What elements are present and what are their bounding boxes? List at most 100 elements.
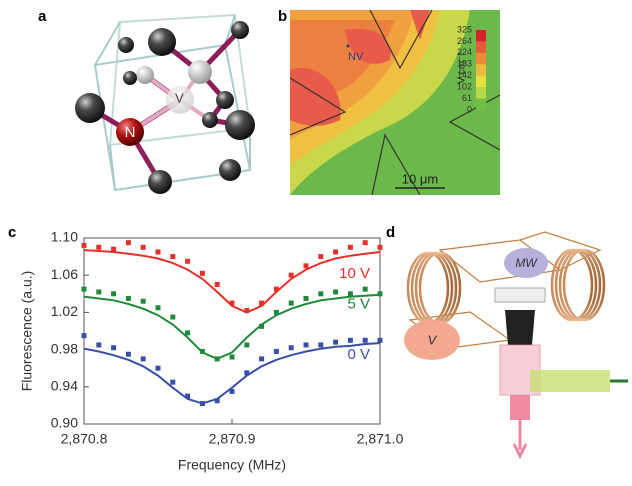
data-point xyxy=(170,380,175,385)
data-point xyxy=(185,330,190,335)
data-point xyxy=(156,305,161,310)
panel-a: a V N xyxy=(38,8,255,194)
data-point xyxy=(333,289,338,294)
panel-c: c Frequency (MHz) Fluorescence (a.u.) 0.… xyxy=(8,224,404,473)
colorbar-level: 142 xyxy=(457,70,472,80)
colorbar-level: 264 xyxy=(457,36,472,46)
data-point xyxy=(363,287,368,292)
data-point xyxy=(111,345,116,350)
data-point xyxy=(200,271,205,276)
y-tick-label: 0.98 xyxy=(51,340,78,356)
data-point xyxy=(82,243,87,248)
data-point xyxy=(289,301,294,306)
data-point xyxy=(111,247,116,252)
x-tick-label: 2,871.0 xyxy=(357,431,404,447)
panel-label: d xyxy=(386,224,395,241)
annotation: NV xyxy=(348,51,364,63)
data-point xyxy=(200,349,205,354)
data-point xyxy=(378,245,383,250)
colorbar: 325 264224 183142 102610 xyxy=(457,24,486,114)
x-tick-label: 2,870.9 xyxy=(209,431,256,447)
colorbar-level: 0 xyxy=(467,104,472,114)
data-point xyxy=(333,249,338,254)
data-point xyxy=(230,301,235,306)
series-label: 10 V xyxy=(339,265,370,282)
colorbar-level: 183 xyxy=(457,59,472,69)
panel-label: a xyxy=(38,8,47,25)
data-point xyxy=(200,401,205,406)
data-point xyxy=(274,287,279,292)
laser-beam xyxy=(530,370,610,392)
y-tick-label: 0.94 xyxy=(51,378,78,394)
data-point xyxy=(156,249,161,254)
plot-frame xyxy=(84,238,380,424)
data-point xyxy=(141,356,146,361)
data-point xyxy=(244,308,249,313)
series-label: 5 V xyxy=(347,296,370,313)
sample xyxy=(495,288,545,302)
data-point xyxy=(170,254,175,259)
colorbar-swatch xyxy=(476,64,486,75)
device-label: MW xyxy=(515,256,538,270)
colorbar-swatch xyxy=(476,76,486,87)
y-tick-label: 1.10 xyxy=(51,229,78,245)
data-point xyxy=(363,338,368,343)
data-point xyxy=(274,310,279,315)
x-axis-label: Frequency (MHz) xyxy=(178,457,286,473)
y-axis-label: Fluorescence (a.u.) xyxy=(19,271,35,392)
y-tick-label: 1.06 xyxy=(51,266,78,282)
data-point xyxy=(333,340,338,345)
data-point xyxy=(348,338,353,343)
colorbar-level: 61 xyxy=(462,93,472,103)
data-point xyxy=(126,352,131,357)
atom-label: N xyxy=(125,124,136,141)
device-label: V xyxy=(428,332,438,347)
data-point xyxy=(230,355,235,360)
data-point xyxy=(244,370,249,375)
data-point xyxy=(185,259,190,264)
colorbar-level: 224 xyxy=(457,47,472,57)
colorbar-swatch xyxy=(476,87,486,98)
nv-marker xyxy=(347,45,350,48)
panel-label: b xyxy=(278,8,287,25)
data-point xyxy=(378,291,383,296)
detector-path xyxy=(510,395,530,420)
data-point xyxy=(96,289,101,294)
data-point xyxy=(274,349,279,354)
colorbar-swatch xyxy=(476,41,486,52)
data-point xyxy=(126,296,131,301)
data-point xyxy=(378,338,383,343)
data-point xyxy=(318,291,323,296)
objective xyxy=(505,310,535,345)
data-point xyxy=(82,333,87,338)
series-label: 0 V xyxy=(347,346,370,363)
data-point xyxy=(126,240,131,245)
panel-d: d MW V xyxy=(386,224,628,456)
data-point xyxy=(348,245,353,250)
data-point xyxy=(289,345,294,350)
figure: a V N b NV 10 μm V cm⁻¹ 3252642241831421… xyxy=(0,0,632,481)
data-point xyxy=(215,398,220,403)
data-point xyxy=(96,342,101,347)
colorbar-level: 325 xyxy=(457,24,472,34)
scale-bar-label: 10 μm xyxy=(402,171,438,186)
data-point xyxy=(111,291,116,296)
atom-label: V xyxy=(175,90,184,105)
data-point xyxy=(289,273,294,278)
data-point xyxy=(304,342,309,347)
data-point xyxy=(259,324,264,329)
emission-arrow xyxy=(514,420,526,456)
colorbar-swatch xyxy=(476,99,486,110)
colorbar-swatch xyxy=(476,53,486,64)
y-tick-label: 1.02 xyxy=(51,303,78,319)
data-point xyxy=(141,299,146,304)
colorbar-level: 102 xyxy=(457,82,472,92)
data-point xyxy=(244,342,249,347)
data-point xyxy=(215,356,220,361)
data-point xyxy=(318,254,323,259)
data-point xyxy=(156,366,161,371)
data-point xyxy=(259,356,264,361)
x-tick-label: 2,870.8 xyxy=(61,431,108,447)
data-point xyxy=(215,282,220,287)
